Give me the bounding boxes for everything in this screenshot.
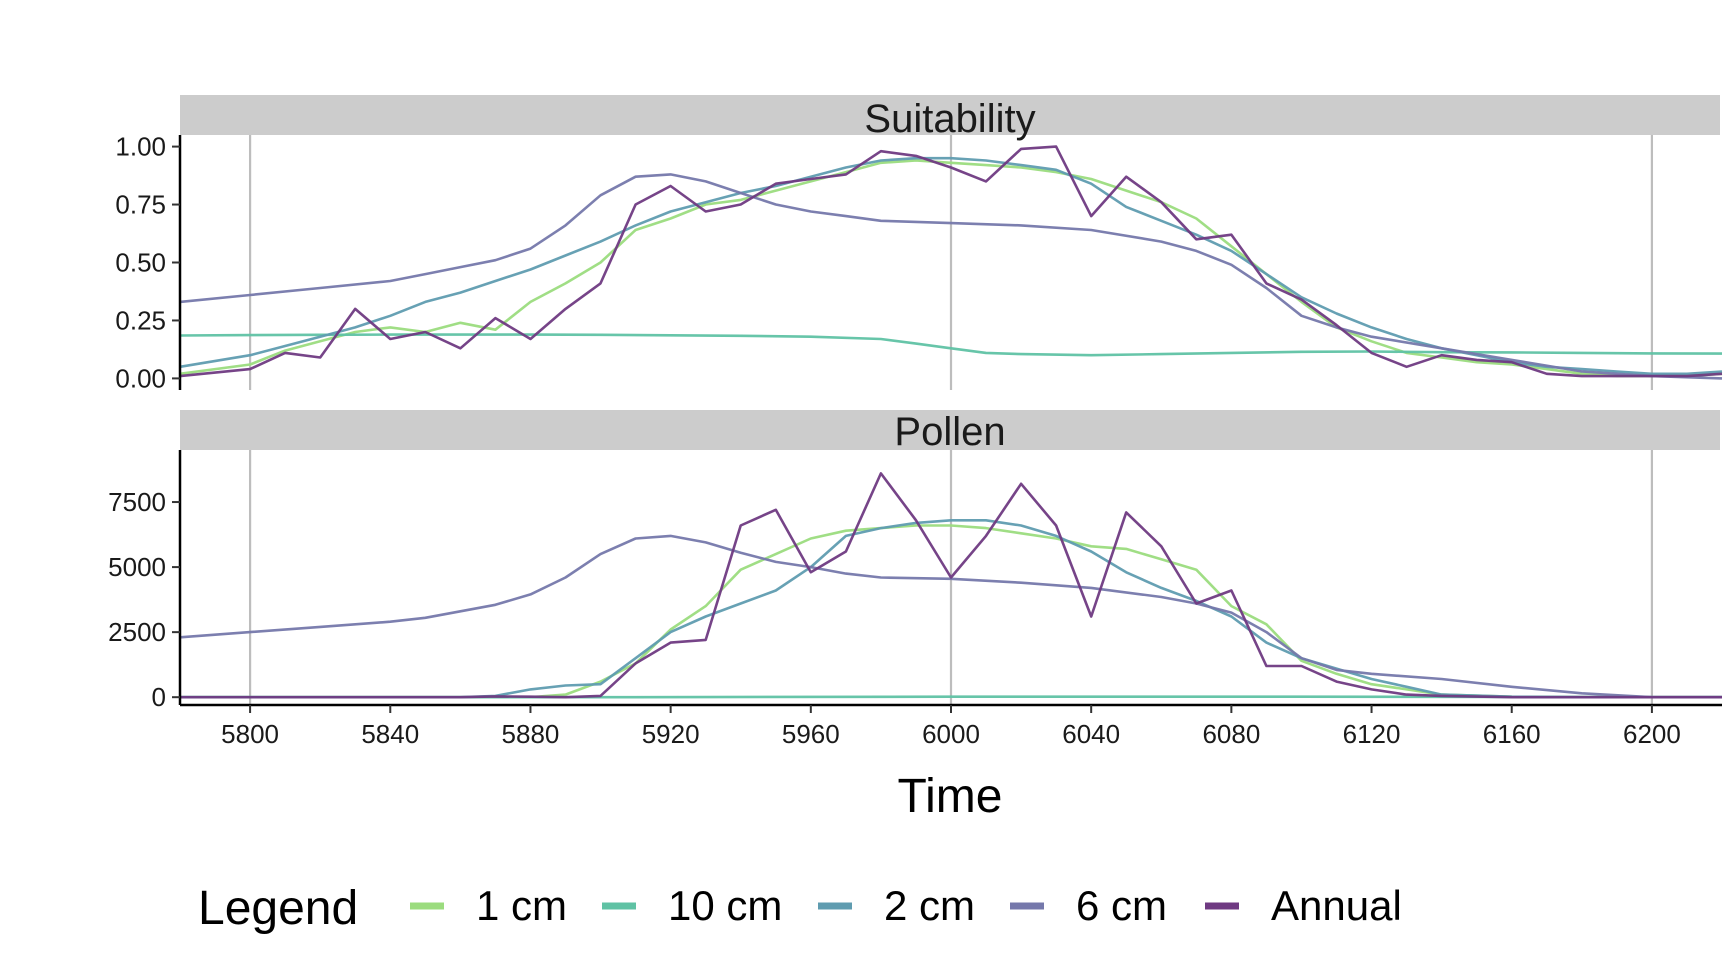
series-group-pollen [179,472,1723,699]
series-line-suitability-1-cm [179,159,1723,378]
x-tick-label-6120: 6120 [1343,719,1401,749]
x-tick-label-6200: 6200 [1623,719,1681,749]
x-tick-label-6000: 6000 [922,719,980,749]
series-line-suitability-10-cm [179,333,1723,357]
x-axis-title: Time [898,770,1003,823]
x-tick-label-5840: 5840 [361,719,419,749]
y-tick-label-suitability-1: 0.25 [115,305,166,335]
y-tick-label-suitability-3: 0.75 [115,190,166,220]
series-line-pollen-6-cm [179,534,1722,699]
series-line-suitability-6-cm [179,173,1723,380]
y-tick-label-suitability-0: 0.00 [115,363,166,393]
y-tick-label-suitability-2: 0.50 [115,248,166,278]
panel-suitability: Suitability 0.00 0.25 0.50 0.75 1.00 [115,95,1723,393]
series-group-suitability [179,145,1723,380]
x-tick-label-6080: 6080 [1202,719,1260,749]
x-tick-label-6160: 6160 [1483,719,1541,749]
y-tick-label-pollen-3: 7500 [108,487,166,517]
x-tick-label-5960: 5960 [782,719,840,749]
y-axis-pollen: 0 2500 5000 7500 [108,450,182,712]
y-tick-label-pollen-0: 0 [152,682,166,712]
series-line-pollen-2-cm [180,518,1722,699]
x-tick-label-5920: 5920 [642,719,700,749]
strip-suitability [180,95,1720,135]
panel-pollen: Pollen 0 2500 5000 7500 [108,410,1723,712]
legend-label-2-cm: 2 cm [884,882,975,929]
legend-label-6-cm: 6 cm [1076,882,1167,929]
strip-pollen [180,410,1720,450]
strip-title-pollen: Pollen [894,410,1005,454]
x-tick-label-5800: 5800 [221,719,279,749]
legend: Legend 1 cm 10 cm 2 cm 6 cm Annual [198,882,1402,935]
series-line-pollen-1-cm [180,524,1722,699]
strip-title-suitability: Suitability [864,97,1035,141]
series-line-suitability-annual [179,145,1723,378]
legend-items: 1 cm 10 cm 2 cm 6 cm Annual [410,882,1402,929]
y-tick-label-pollen-2: 5000 [108,552,166,582]
y-axis-suitability: 0.00 0.25 0.50 0.75 1.00 [115,132,182,393]
legend-label-annual: Annual [1271,882,1402,929]
legend-title: Legend [198,882,358,935]
legend-label-1-cm: 1 cm [476,882,567,929]
x-tick-label-6040: 6040 [1062,719,1120,749]
series-line-pollen-annual [180,472,1722,699]
y-tick-label-pollen-1: 2500 [108,617,166,647]
x-tick-label-5880: 5880 [502,719,560,749]
y-tick-label-suitability-4: 1.00 [115,132,166,162]
legend-label-10-cm: 10 cm [668,882,782,929]
x-axis: 5800 5840 5880 5920 5960 6000 6040 6080 6120 6160… [180,703,1722,749]
